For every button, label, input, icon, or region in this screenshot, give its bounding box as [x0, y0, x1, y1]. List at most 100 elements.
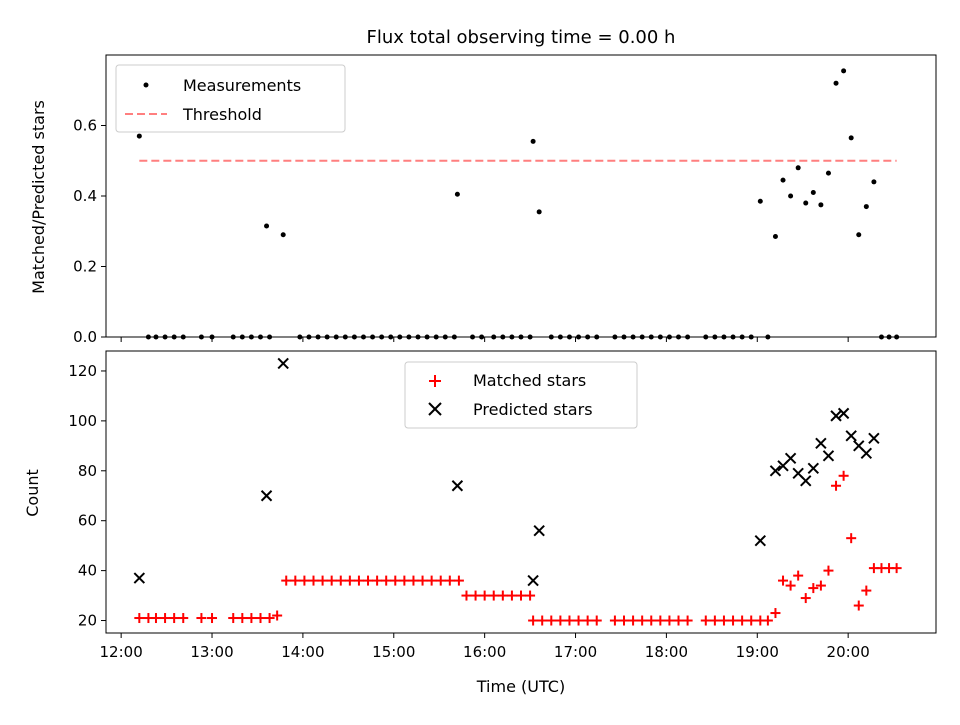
matched-point [682, 615, 693, 626]
measurement-point [856, 232, 862, 238]
top-panel: Flux total observing time = 0.00 h Match… [29, 27, 937, 346]
predicted-point [784, 452, 797, 465]
predicted-point [845, 430, 857, 442]
matched-point [470, 590, 481, 601]
matched-point [506, 590, 517, 601]
matched-point [838, 470, 849, 481]
x-tick-label: 15:00 [372, 643, 415, 661]
measurement-point [757, 198, 763, 204]
measurement-point [530, 138, 536, 144]
matched-point [609, 615, 620, 626]
matched-point [488, 590, 499, 601]
matched-point [178, 613, 189, 624]
y-tick-label: 0.4 [73, 187, 97, 205]
legend-measurements-label: Measurements [183, 76, 301, 95]
matched-point [646, 615, 657, 626]
matched-point [655, 615, 666, 626]
matched-point [673, 615, 684, 626]
matched-point [255, 613, 266, 624]
measurement-point [280, 232, 286, 238]
matched-point [246, 613, 257, 624]
matched-point [618, 615, 629, 626]
matched-point [399, 575, 410, 586]
x-tick-label: 20:00 [827, 643, 870, 661]
x-tick-label: 12:00 [100, 643, 143, 661]
y-tick-label: 0.6 [73, 117, 97, 135]
matched-point [264, 613, 275, 624]
matched-point [770, 608, 781, 619]
matched-point [591, 615, 602, 626]
measurement-point [264, 223, 270, 229]
x-tick-label: 18:00 [645, 643, 688, 661]
matched-point [823, 565, 834, 576]
matched-point [372, 575, 383, 586]
matched-point [525, 590, 536, 601]
measurement-point [833, 80, 839, 86]
predicted-point [830, 410, 842, 422]
matched-point [637, 615, 648, 626]
matched-point [417, 575, 428, 586]
legend-threshold-label: Threshold [182, 105, 262, 124]
matched-point [762, 615, 773, 626]
predicted-point [133, 572, 146, 584]
predicted-point [822, 450, 835, 462]
y-tick-label: 20 [78, 612, 97, 630]
matched-point [808, 583, 819, 594]
matched-point [160, 613, 171, 624]
measurement-point [841, 68, 847, 74]
predicted-point [527, 574, 539, 587]
matched-point [853, 600, 864, 611]
bottom-legend: Matched stars Predicted stars [404, 361, 638, 429]
x-tick-label: 16:00 [463, 643, 506, 661]
matched-point [453, 575, 464, 586]
matched-point [326, 575, 337, 586]
predicted-point [277, 357, 289, 370]
y-tick-label: 80 [78, 462, 97, 480]
matched-point [718, 615, 729, 626]
top-axes-frame [105, 54, 937, 338]
predicted-point [800, 475, 812, 487]
matched-point [237, 613, 248, 624]
y-tick-label: 120 [68, 362, 97, 380]
measurement-point [772, 234, 778, 240]
matched-point [308, 575, 319, 586]
top-plot-area [136, 68, 900, 340]
matched-point [272, 610, 283, 621]
predicted-point [754, 534, 767, 547]
predicted-point [807, 462, 820, 474]
matched-point [891, 563, 902, 574]
matched-point [537, 615, 548, 626]
matched-point [728, 615, 739, 626]
matched-point [150, 613, 161, 624]
matched-point [582, 615, 593, 626]
predicted-point [860, 447, 873, 460]
bottom-legend-box [404, 361, 638, 429]
matched-point [317, 575, 328, 586]
matched-point [573, 615, 584, 626]
matched-point [290, 575, 301, 586]
measurement-point [818, 202, 824, 208]
measurement-point [803, 200, 809, 206]
bottom-y-ticks: 20 40 60 80 100 120 [68, 362, 106, 630]
predicted-point [260, 490, 273, 502]
x-tick-label: 14:00 [281, 643, 324, 661]
y-tick-label: 100 [68, 412, 97, 430]
measurement-point [863, 204, 869, 210]
y-tick-label: 0.2 [73, 258, 97, 276]
x-tick-label: 19:00 [736, 643, 779, 661]
legend-matched-label: Matched stars [473, 371, 586, 390]
matched-point [381, 575, 392, 586]
matched-point [207, 613, 218, 624]
matched-point [861, 585, 872, 596]
matched-point [846, 533, 857, 544]
matched-point [344, 575, 355, 586]
measurement-point [848, 135, 854, 141]
measurement-point [788, 193, 794, 199]
matched-point [426, 575, 437, 586]
matched-point [785, 580, 796, 591]
matched-point [281, 575, 292, 586]
matched-point [169, 613, 180, 624]
bottom-ylabel: Count [23, 469, 42, 517]
matched-point [479, 590, 490, 601]
